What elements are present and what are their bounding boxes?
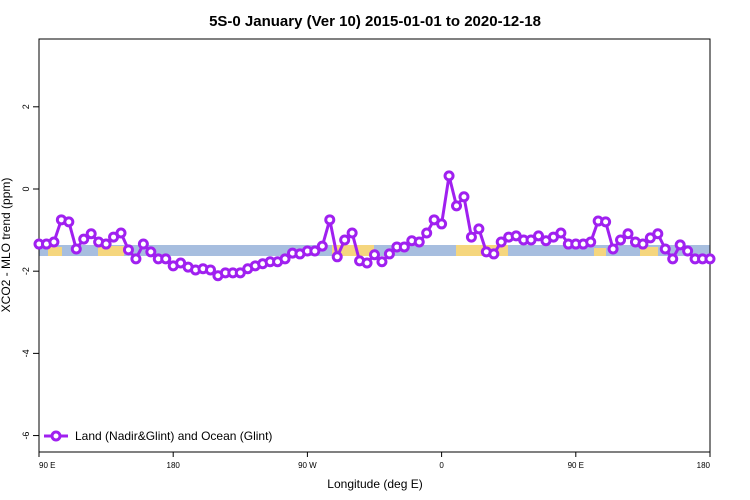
data-point <box>346 227 358 239</box>
data-point <box>465 231 477 243</box>
y-tick-label: 2 <box>21 104 31 109</box>
chart-title: 5S-0 January (Ver 10) 2015-01-01 to 2020… <box>209 13 541 30</box>
x-tick-label: 180 <box>697 461 711 470</box>
x-tick-label: 90 W <box>298 461 317 470</box>
data-point <box>659 243 671 255</box>
data-point <box>361 257 373 269</box>
data-point <box>473 223 485 235</box>
legend-label: Land (Nadir&Glint) and Ocean (Glint) <box>75 429 272 443</box>
y-tick-label: -4 <box>21 349 31 357</box>
data-point <box>458 191 470 203</box>
data-point <box>615 234 627 246</box>
data-point <box>704 253 716 265</box>
data-point <box>383 248 395 260</box>
data-point <box>279 253 291 265</box>
data-point <box>376 256 388 268</box>
y-tick-label: -6 <box>21 432 31 440</box>
x-tick-label: 0 <box>439 461 444 470</box>
y-tick-label: -2 <box>21 267 31 275</box>
y-axis-label: XCO2 - MLO trend (ppm) <box>0 178 13 313</box>
y-tick-label: 0 <box>21 186 31 191</box>
data-point <box>309 245 321 257</box>
data-point <box>145 246 157 258</box>
x-tick-label: 180 <box>167 461 181 470</box>
data-point <box>674 239 686 251</box>
data-point <box>48 236 60 248</box>
data-point <box>369 249 380 261</box>
data-point <box>451 200 463 212</box>
data-point <box>652 228 664 240</box>
data-point <box>398 241 410 253</box>
data-point <box>682 245 694 257</box>
data-point <box>443 170 455 182</box>
x-tick-label: 90 E <box>568 461 584 470</box>
data-point <box>160 253 172 265</box>
data-point <box>204 264 216 276</box>
data-point <box>533 230 545 242</box>
data-point <box>331 251 343 263</box>
data-point <box>122 244 134 256</box>
data-point <box>339 234 351 246</box>
data-point <box>555 227 567 239</box>
data-point <box>495 236 507 248</box>
data-point <box>585 236 597 248</box>
data-point <box>436 218 448 230</box>
data-point <box>316 240 328 252</box>
data-point <box>600 216 612 228</box>
data-point <box>622 228 634 240</box>
x-tick-label: 90 E <box>39 461 55 470</box>
data-point <box>78 233 90 245</box>
data-point <box>130 253 142 265</box>
data-point <box>137 238 149 250</box>
data-point <box>100 238 112 250</box>
data-point <box>115 227 127 239</box>
data-point <box>63 216 75 228</box>
data-point <box>607 243 619 255</box>
x-axis-label: Longitude (deg E) <box>327 477 422 491</box>
data-point <box>488 248 500 260</box>
data-point <box>667 253 679 265</box>
legend: Land (Nadir&Glint) and Ocean (Glint) <box>44 429 272 443</box>
data-point <box>70 243 82 255</box>
data-point <box>413 236 425 248</box>
data-point <box>637 238 649 250</box>
data-point <box>85 228 97 240</box>
data-point <box>421 227 433 239</box>
data-point <box>324 214 336 226</box>
